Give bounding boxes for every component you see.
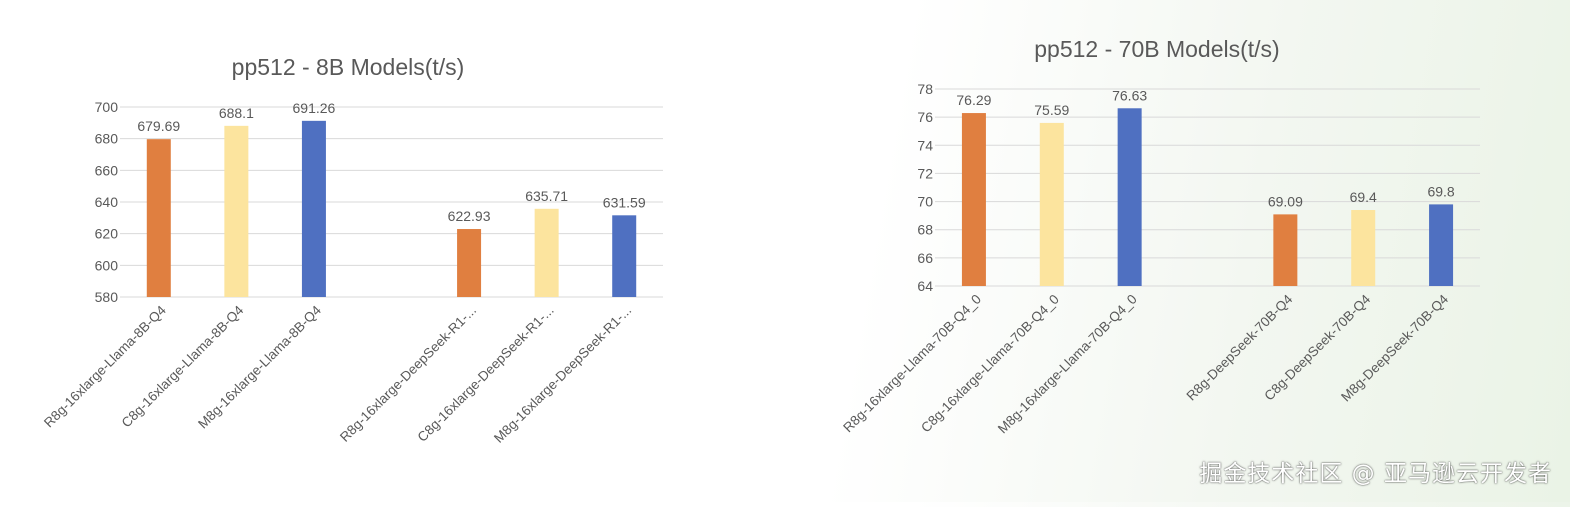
y-tick-label: 640: [95, 194, 119, 210]
bar: [1117, 108, 1142, 286]
x-tick-label: C8g-16xlarge-DeepSeek-R1-...: [415, 303, 557, 445]
y-tick-label: 68: [917, 222, 933, 238]
data-label: 76.29: [956, 92, 991, 108]
chart-title: pp512 - 70B Models(t/s): [1034, 36, 1279, 62]
y-tick-label: 620: [95, 226, 119, 242]
x-tick-label: M8g-16xlarge-DeepSeek-R1-...: [491, 303, 634, 446]
y-tick-label: 78: [917, 81, 933, 97]
data-label: 691.26: [293, 100, 336, 116]
data-label: 631.59: [603, 194, 646, 210]
y-tick-label: 580: [95, 289, 119, 305]
x-tick-label: C8g-16xlarge-Llama-70B-Q4_0: [918, 292, 1062, 436]
bar: [146, 139, 171, 297]
x-tick-label: R8g-16xlarge-DeepSeek-R1-...: [337, 303, 479, 445]
y-tick-label: 72: [917, 165, 933, 181]
y-tick-label: 64: [917, 278, 933, 294]
bar: [1351, 210, 1376, 286]
data-label: 69.4: [1350, 189, 1377, 205]
x-tick-label: R8g-16xlarge-Llama-70B-Q4_0: [840, 292, 984, 436]
bar: [1273, 214, 1298, 286]
data-label: 635.71: [525, 188, 568, 204]
chart-svg: pp512 - 8B Models(t/s) 580 600 620 640 660 680…: [41, 54, 663, 446]
y-tick-label: 66: [917, 250, 933, 266]
bar: [301, 120, 326, 297]
bar: [457, 229, 482, 297]
bar: [612, 215, 637, 297]
data-label: 688.1: [219, 105, 254, 121]
data-label: 69.8: [1427, 183, 1454, 199]
y-tick-label: 76: [917, 109, 933, 125]
bar: [961, 113, 986, 287]
y-tick-label: 74: [917, 137, 933, 153]
data-label: 622.93: [448, 208, 491, 224]
chart-70b-models: pp512 - 70B Models(t/s) 64 66 68 70 72 74 76 78 7…: [800, 0, 1540, 502]
x-tick-label: R8g-16xlarge-Llama-8B-Q4: [41, 302, 169, 430]
data-label: 75.59: [1034, 102, 1069, 118]
y-tick-label: 700: [95, 99, 119, 115]
watermark-text: 掘金技术社区 @ 亚马逊云开发者: [1199, 461, 1552, 487]
data-label: 69.09: [1268, 193, 1303, 209]
bar: [534, 208, 559, 297]
x-tick-label: M8g-16xlarge-Llama-8B-Q4: [195, 302, 324, 431]
bar: [1429, 204, 1454, 286]
bar: [224, 125, 249, 297]
bar: [1039, 122, 1064, 286]
data-label: 76.63: [1112, 87, 1147, 103]
y-tick-label: 680: [95, 131, 119, 147]
chart-title: pp512 - 8B Models(t/s): [232, 54, 465, 80]
y-tick-label: 600: [95, 257, 119, 273]
x-tick-label: M8g-16xlarge-Llama-70B-Q4_0: [995, 292, 1140, 437]
y-tick-label: 70: [917, 194, 933, 210]
x-tick-label: C8g-16xlarge-Llama-8B-Q4: [119, 302, 247, 430]
y-tick-label: 660: [95, 162, 119, 178]
chart-svg: pp512 - 70B Models(t/s) 64 66 68 70 72 74 76 78 7…: [840, 36, 1480, 437]
chart-8b-models: pp512 - 8B Models(t/s) 580 600 620 640 660 680…: [0, 0, 700, 502]
data-label: 679.69: [137, 118, 180, 134]
